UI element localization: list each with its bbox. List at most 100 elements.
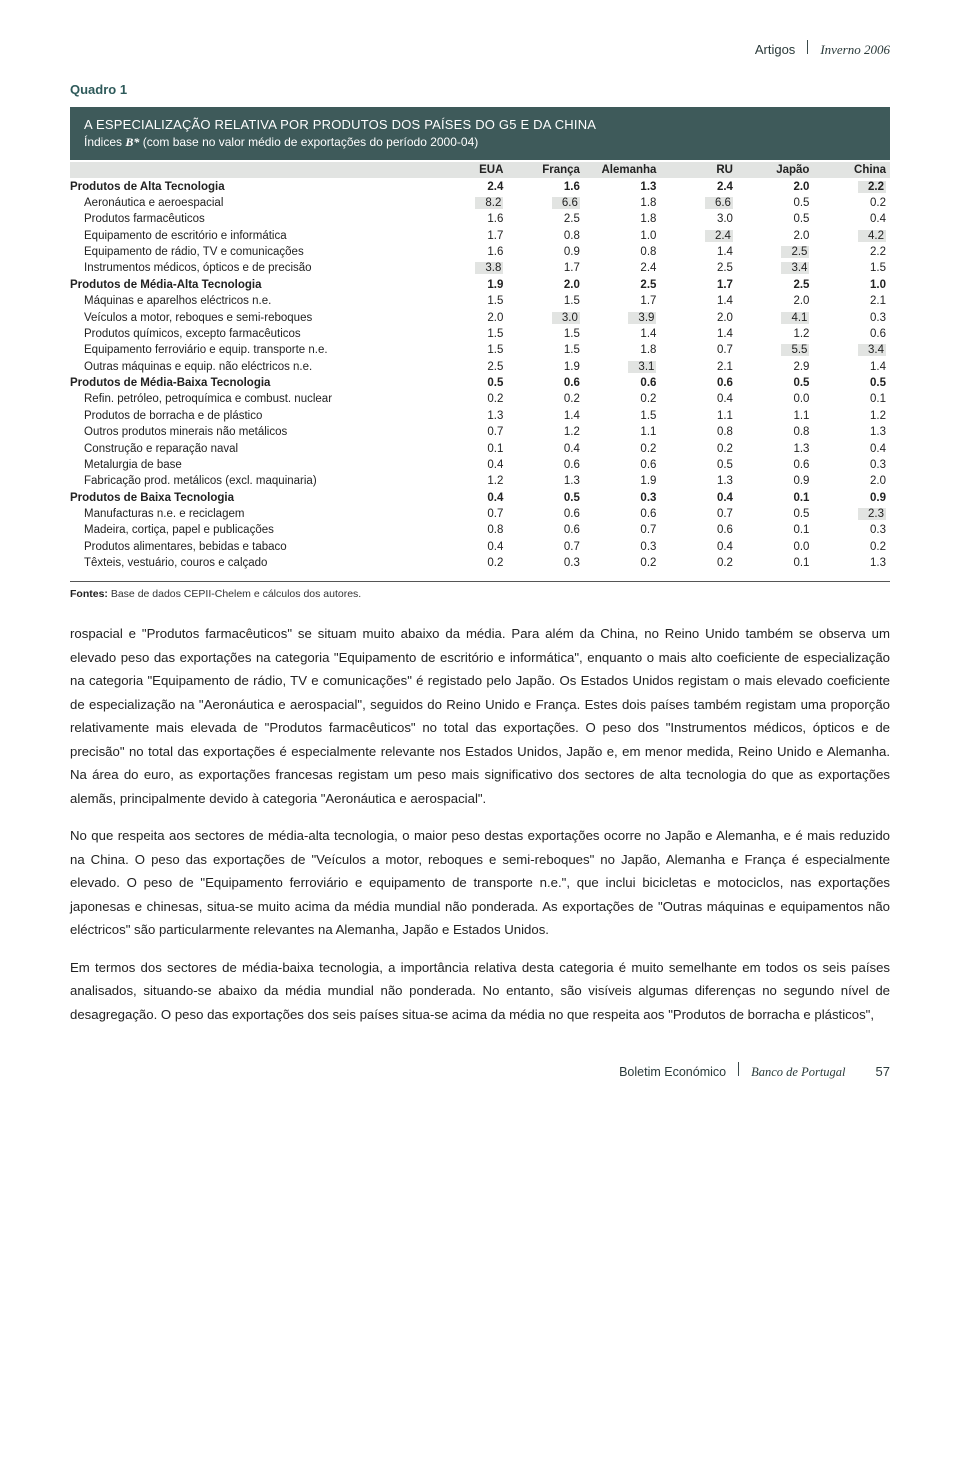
cell-value: 0.2 (584, 555, 661, 571)
cell-value: 0.0 (737, 539, 814, 555)
table-row: Produtos de borracha e de plástico1.31.4… (70, 408, 890, 424)
row-label: Outros produtos minerais não metálicos (70, 424, 431, 440)
table-row: Outras máquinas e equip. não eléctricos … (70, 359, 890, 375)
table-row: Madeira, cortiça, papel e publicações0.8… (70, 522, 890, 538)
cell-value: 0.7 (660, 506, 737, 522)
cell-value: 1.1 (737, 408, 814, 424)
table-title-line1: A ESPECIALIZAÇÃO RELATIVA POR PRODUTOS D… (84, 117, 876, 132)
cell-value: 1.0 (813, 277, 890, 293)
row-label: Manufacturas n.e. e reciclagem (70, 506, 431, 522)
cell-value: 1.2 (431, 473, 508, 489)
table-row: Aeronáutica e aeroespacial8.26.61.86.60.… (70, 195, 890, 211)
cell-value: 3.1 (584, 359, 661, 375)
cell-value: 1.5 (431, 293, 508, 309)
table-title-line2: Índices B* (com base no valor médio de e… (84, 135, 876, 150)
table-row: Outros produtos minerais não metálicos 0.… (70, 424, 890, 440)
cell-value: 1.6 (507, 178, 584, 194)
cell-value: 1.3 (813, 424, 890, 440)
row-label: Produtos de Média-Baixa Tecnologia (70, 375, 431, 391)
row-label: Produtos de Alta Tecnologia (70, 178, 431, 194)
cell-value: 1.4 (813, 359, 890, 375)
cell-value: 0.2 (660, 555, 737, 571)
table-caption: Quadro 1 (70, 82, 890, 97)
cell-value: 0.2 (584, 391, 661, 407)
cell-value: 1.5 (507, 342, 584, 358)
footer-publication: Boletim Económico (619, 1065, 726, 1079)
running-footer: Boletim Económico Banco de Portugal 57 (70, 1062, 890, 1080)
cell-value: 0.3 (813, 309, 890, 325)
cell-value: 1.7 (584, 293, 661, 309)
row-label: Aeronáutica e aeroespacial (70, 195, 431, 211)
cell-value: 2.2 (813, 244, 890, 260)
cell-value: 0.8 (660, 424, 737, 440)
cell-value: 0.6 (584, 457, 661, 473)
cell-value: 0.0 (737, 391, 814, 407)
cell-value: 0.4 (813, 211, 890, 227)
cell-value: 0.3 (813, 522, 890, 538)
table-row: Metalurgia de base0.40.60.60.50.60.3 (70, 457, 890, 473)
cell-value: 0.3 (813, 457, 890, 473)
table-row: Construção e reparação naval0.10.40.20.2… (70, 440, 890, 456)
cell-value: 1.9 (507, 359, 584, 375)
cell-value: 1.3 (431, 408, 508, 424)
sources-label: Fontes: (70, 588, 108, 600)
table-bottom-rule (70, 581, 890, 582)
cell-value: 3.0 (660, 211, 737, 227)
cell-value: 8.2 (431, 195, 508, 211)
cell-value: 2.1 (660, 359, 737, 375)
cell-value: 0.6 (507, 522, 584, 538)
row-label: Equipamento ferroviário e equip. transpo… (70, 342, 431, 358)
cell-value: 0.4 (507, 440, 584, 456)
table-row: Instrumentos médicos, ópticos e de preci… (70, 260, 890, 276)
table-block: Quadro 1 A ESPECIALIZAÇÃO RELATIVA POR P… (70, 82, 890, 600)
cell-value: 1.8 (584, 211, 661, 227)
cell-value: 0.1 (431, 440, 508, 456)
row-label: Produtos de Baixa Tecnologia (70, 490, 431, 506)
cell-value: 2.0 (737, 178, 814, 194)
cell-value: 0.6 (813, 326, 890, 342)
cell-value: 0.6 (507, 506, 584, 522)
cell-value: 2.0 (737, 228, 814, 244)
cell-value: 1.3 (507, 473, 584, 489)
paragraph: rospacial e "Produtos farmacêuticos" se … (70, 622, 890, 810)
cell-value: 2.5 (431, 359, 508, 375)
cell-value: 1.1 (660, 408, 737, 424)
paragraph: Em termos dos sectores de média-baixa te… (70, 956, 890, 1027)
cell-value: 3.4 (737, 260, 814, 276)
cell-value: 0.2 (660, 440, 737, 456)
cell-value: 1.9 (431, 277, 508, 293)
table-row: Produtos químicos, excepto farmacêuticos… (70, 326, 890, 342)
cell-value: 1.4 (584, 326, 661, 342)
cell-value: 3.0 (507, 309, 584, 325)
table-row: Fabricação prod. metálicos (excl. maquin… (70, 473, 890, 489)
row-label: Equipamento de rádio, TV e comunicações (70, 244, 431, 260)
row-label: Produtos de Média-Alta Tecnologia (70, 277, 431, 293)
cell-value: 1.1 (584, 424, 661, 440)
table-title-bar: A ESPECIALIZAÇÃO RELATIVA POR PRODUTOS D… (70, 107, 890, 160)
cell-value: 2.4 (431, 178, 508, 194)
table-row: Têxteis, vestuário, couros e calçado0.20… (70, 555, 890, 571)
cell-value: 1.3 (660, 473, 737, 489)
header-section: Artigos (755, 42, 795, 57)
cell-value: 0.6 (507, 457, 584, 473)
cell-value: 1.3 (584, 178, 661, 194)
cell-value: 1.8 (584, 342, 661, 358)
cell-value: 0.1 (737, 522, 814, 538)
table-row: Máquinas e aparelhos eléctricos n.e.1.51… (70, 293, 890, 309)
cell-value: 1.2 (737, 326, 814, 342)
cell-value: 2.0 (737, 293, 814, 309)
cell-value: 6.6 (660, 195, 737, 211)
cell-value: 1.2 (507, 424, 584, 440)
col-header-blank (70, 162, 431, 178)
cell-value: 1.0 (584, 228, 661, 244)
row-label: Equipamento de escritório e informática (70, 228, 431, 244)
cell-value: 0.3 (507, 555, 584, 571)
cell-value: 0.6 (507, 375, 584, 391)
cell-value: 4.2 (813, 228, 890, 244)
col-header: Japão (737, 162, 814, 178)
cell-value: 3.8 (431, 260, 508, 276)
cell-value: 2.0 (507, 277, 584, 293)
cell-value: 1.5 (584, 408, 661, 424)
cell-value: 0.3 (584, 539, 661, 555)
cell-value: 0.2 (813, 539, 890, 555)
